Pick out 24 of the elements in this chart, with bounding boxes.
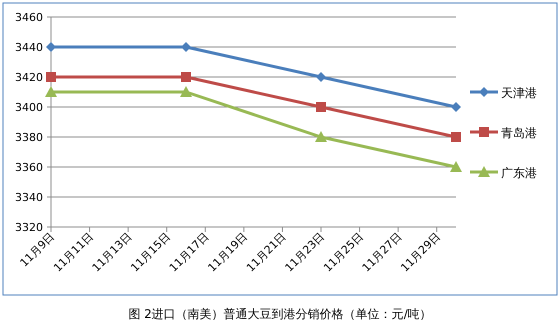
text: 图 2进口（南美）普通大豆到港分销价格（单位：元/吨）: [128, 307, 432, 321]
point: [46, 72, 56, 82]
y-tick-label: 3400: [15, 101, 43, 114]
point: [315, 131, 327, 142]
point: [450, 161, 462, 172]
point: [181, 72, 191, 82]
legend-label: 天津港: [501, 86, 537, 100]
point: [316, 102, 326, 112]
point: [451, 132, 461, 142]
point: [45, 86, 57, 97]
y-tick-label: 3420: [15, 71, 43, 84]
point: [180, 86, 192, 97]
y-tick-label: 3380: [15, 131, 43, 144]
y-tick-label: 3440: [15, 41, 43, 54]
point: [46, 42, 56, 52]
y-tick-label: 3460: [15, 11, 43, 24]
legend-label: 广东港: [501, 166, 537, 180]
y-tick-label: 3360: [15, 161, 43, 174]
y-tick-label: 3340: [15, 191, 43, 204]
point: [181, 42, 191, 52]
y-tick-label: 3320: [15, 221, 43, 234]
point: [451, 102, 461, 112]
legend-label: 青岛港: [501, 126, 537, 140]
point: [316, 72, 326, 82]
